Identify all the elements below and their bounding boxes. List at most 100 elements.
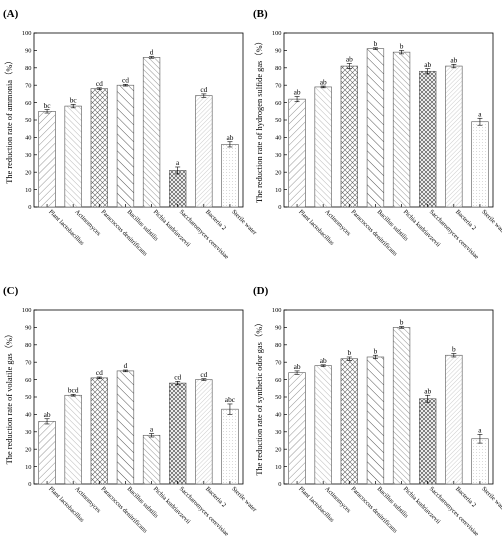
bar (366, 356, 385, 485)
bar (392, 327, 411, 485)
y-tick-label: 20 (275, 446, 281, 453)
bar (314, 365, 332, 485)
bar (314, 86, 332, 208)
x-category-label: Bacteria 2 (204, 208, 227, 231)
chart-panel-3: (D) 0 10 20 30 40 50 60 70 80 90 100 The reduction r… (253, 285, 502, 538)
y-axis-title: The reduction rate of synthetic odor gas… (255, 318, 264, 475)
bar (340, 65, 358, 208)
x-category-label: Sterile water (230, 208, 259, 237)
y-tick-label: 30 (275, 429, 281, 436)
bar (90, 88, 108, 208)
panel-label: (B) (253, 8, 268, 20)
significance-label: b (347, 348, 351, 357)
significance-label: b (374, 346, 378, 355)
x-category-label: Saccharomyces cerevisiae (428, 485, 480, 537)
y-tick-label: 50 (25, 117, 31, 124)
bar (419, 398, 437, 485)
bar (142, 434, 161, 485)
y-tick-label: 30 (25, 429, 31, 436)
significance-label: bc (70, 96, 78, 105)
significance-label: ab (424, 60, 431, 69)
bar (471, 121, 489, 208)
chart-panel-2: (C) 0 10 20 30 40 50 60 70 80 90 100 The reduction r… (3, 285, 259, 538)
y-tick-label: 10 (25, 187, 31, 194)
y-tick-label: 90 (275, 325, 281, 332)
significance-label: ab (294, 88, 301, 97)
bar (445, 65, 463, 208)
significance-label: ab (450, 56, 457, 65)
significance-label: b (400, 42, 404, 51)
y-tick-label: 10 (275, 187, 281, 194)
x-category-label: Sterile water (480, 208, 502, 237)
y-tick-label: 40 (275, 135, 281, 142)
significance-label: a (478, 109, 482, 118)
significance-label: ab (346, 55, 353, 64)
significance-label: abc (225, 395, 236, 404)
x-category-label: Paracoccus denitrificans (349, 208, 398, 257)
chart-panel-1: (B) 0 10 20 30 40 50 60 70 80 90 100 The reduction r… (253, 8, 502, 261)
x-category-label: Sterile water (230, 485, 259, 514)
y-tick-label: 100 (22, 30, 32, 37)
y-tick-label: 50 (25, 394, 31, 401)
significance-label: cd (122, 76, 129, 85)
x-category-label: Paracoccus denitrificans (349, 485, 398, 534)
y-axis-title: The reduction rate of hydrogen sulfide g… (255, 37, 264, 203)
y-tick-label: 100 (22, 307, 32, 314)
y-tick-label: 70 (275, 82, 281, 89)
significance-label: ab (320, 356, 327, 365)
significance-label: d (150, 48, 154, 57)
bar (64, 394, 82, 485)
bar (288, 372, 306, 485)
y-tick-label: 60 (25, 100, 31, 107)
y-tick-label: 100 (272, 30, 282, 37)
significance-label: bcd (68, 386, 79, 395)
y-tick-label: 30 (275, 152, 281, 159)
y-tick-label: 20 (25, 446, 31, 453)
bar (169, 382, 187, 485)
significance-label: a (176, 158, 180, 167)
bar (116, 84, 135, 208)
y-tick-label: 80 (25, 65, 31, 72)
y-tick-label: 90 (25, 48, 31, 55)
x-category-label: Paracoccus denitrificans (99, 485, 148, 534)
significance-label: b (452, 345, 456, 354)
significance-label: b (374, 39, 378, 48)
bar (90, 377, 108, 485)
bar (221, 408, 239, 485)
y-tick-label: 50 (275, 117, 281, 124)
significance-label: ab (320, 77, 327, 86)
significance-label: bc (44, 101, 52, 110)
y-tick-label: 80 (275, 65, 281, 72)
panel-label: (C) (3, 285, 19, 297)
significance-label: a (150, 425, 154, 434)
significance-label: cd (96, 368, 103, 377)
y-tick-label: 0 (28, 481, 31, 488)
y-tick-label: 0 (278, 204, 281, 211)
bar (38, 421, 56, 485)
bar (169, 170, 187, 208)
significance-label: cd (200, 370, 207, 379)
y-tick-label: 30 (25, 152, 31, 159)
x-category-label: Bacteria 2 (454, 208, 477, 231)
panel-label: (D) (253, 285, 269, 297)
y-tick-label: 70 (275, 359, 281, 366)
bar (288, 98, 306, 208)
bar (340, 358, 358, 485)
significance-label: ab (424, 386, 431, 395)
x-category-label: Sterile water (480, 485, 502, 514)
y-tick-label: 40 (275, 412, 281, 419)
y-axis-title: The reduction rate of volatile gas（%） (5, 330, 14, 465)
bar (471, 438, 489, 485)
chart-panel-0: (A) 0 10 20 30 40 50 60 70 80 90 100 The reduction r… (3, 8, 259, 261)
significance-label: b (400, 318, 404, 327)
y-tick-label: 90 (25, 325, 31, 332)
bar (64, 105, 82, 208)
y-tick-label: 90 (275, 48, 281, 55)
bar (221, 144, 239, 208)
y-tick-label: 80 (25, 342, 31, 349)
y-tick-label: 20 (25, 169, 31, 176)
y-tick-label: 80 (275, 342, 281, 349)
bar (366, 48, 385, 208)
x-category-label: Paracoccus denitrificans (99, 208, 148, 257)
